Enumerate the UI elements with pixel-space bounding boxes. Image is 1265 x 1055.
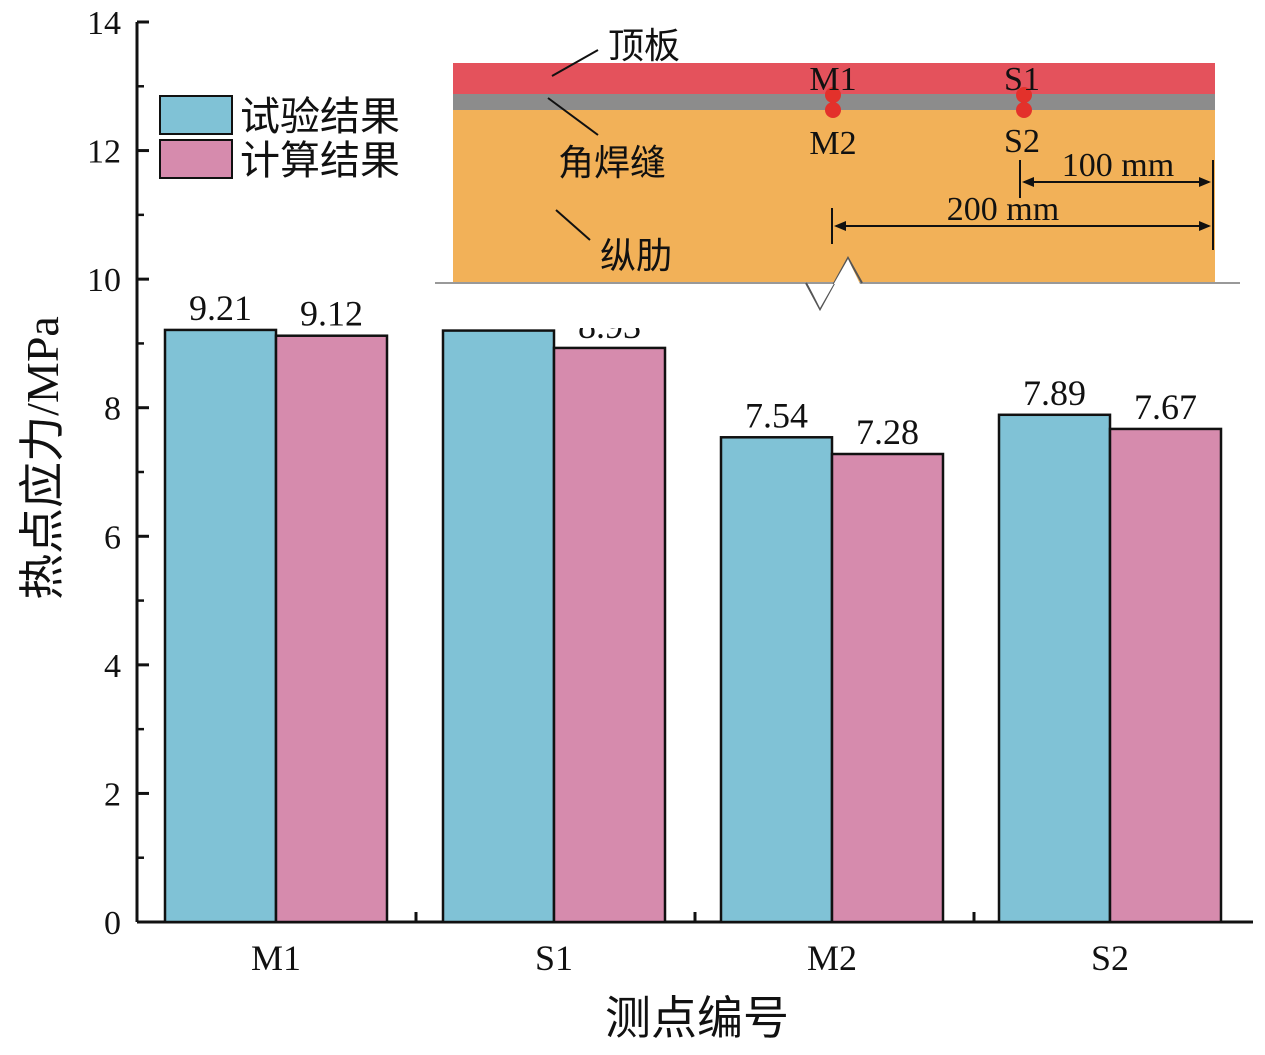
bar-s2-series-1 [1108,427,1223,924]
x-category-label: S1 [535,938,573,978]
y-tick-label: 0 [104,905,121,942]
inset-diagram: 顶板 角焊缝 纵肋 M1 S1 M2 S2 100 mm 200 mm [435,26,1247,328]
dim-200-arrow-right [1199,221,1211,231]
bar-value-label: 7.67 [1134,387,1197,427]
bar-value-label: 9.21 [189,288,252,328]
y-tick-label: 8 [104,391,121,428]
y-tick-label: 4 [104,648,121,685]
y-tick-label: 10 [87,262,121,299]
y-ticks: 0 2 4 6 8 10 12 14 [87,5,149,942]
leader-top-plate [551,49,599,77]
point-label-m2: M2 [809,125,856,162]
dim-200-label: 200 mm [947,191,1059,228]
bar-m2-series-0 [719,436,834,924]
bar-m1-series-0 [163,328,278,924]
leader-weld [547,97,599,136]
legend-swatch-calc [159,139,233,179]
measure-point-m1 [825,87,841,103]
measure-point-s1 [1016,87,1032,103]
measure-point-m2 [825,102,841,118]
point-label-m1: M1 [809,61,856,98]
y-tick-label: 2 [104,776,121,813]
x-ticks: M1 S1 M2 S2 [251,912,1129,978]
y-tick-label: 6 [104,519,121,556]
bar-value-label: 7.28 [856,412,919,452]
bar-value-label: 7.89 [1023,373,1086,413]
bar-s2-series-0 [997,413,1112,924]
leader-rib [555,209,591,241]
longitudinal-rib-shape [453,110,1215,283]
bar-m1-series-1 [274,334,389,924]
dim-100-label: 100 mm [1062,147,1174,184]
bar-value-label: 7.54 [745,395,808,435]
bar-m2-series-1 [830,452,945,924]
label-fillet-weld: 角焊缝 [558,143,666,184]
x-category-label: M1 [251,938,301,978]
bar-s1-series-1 [552,346,667,924]
legend-label-test: 试验结果 [240,94,400,140]
bar-value-label: 9.12 [300,294,363,334]
bars [163,328,1223,924]
break-mark-fill [808,259,860,308]
y-axis-title: 热点应力/MPa [17,316,68,600]
y-tick-label: 14 [87,5,121,42]
x-axis-title: 测点编号 [605,991,789,1045]
x-category-label: M2 [807,938,857,978]
legend-label-calc: 计算结果 [240,138,400,184]
dim-200-arrow-left [834,221,846,231]
label-top-plate: 顶板 [608,26,680,67]
point-label-s1: S1 [1004,61,1040,98]
measure-point-s2 [1016,102,1032,118]
legend: 试验结果 计算结果 [159,94,400,184]
point-label-s2: S2 [1004,123,1040,160]
label-longitudinal-rib: 纵肋 [600,236,672,277]
legend-swatch-test [159,95,233,135]
bar-s1-series-0 [441,329,556,924]
y-tick-label: 12 [87,134,121,171]
dim-100-arrow-left [1022,177,1034,187]
x-category-label: S2 [1091,938,1129,978]
dim-100-arrow-right [1199,177,1211,187]
